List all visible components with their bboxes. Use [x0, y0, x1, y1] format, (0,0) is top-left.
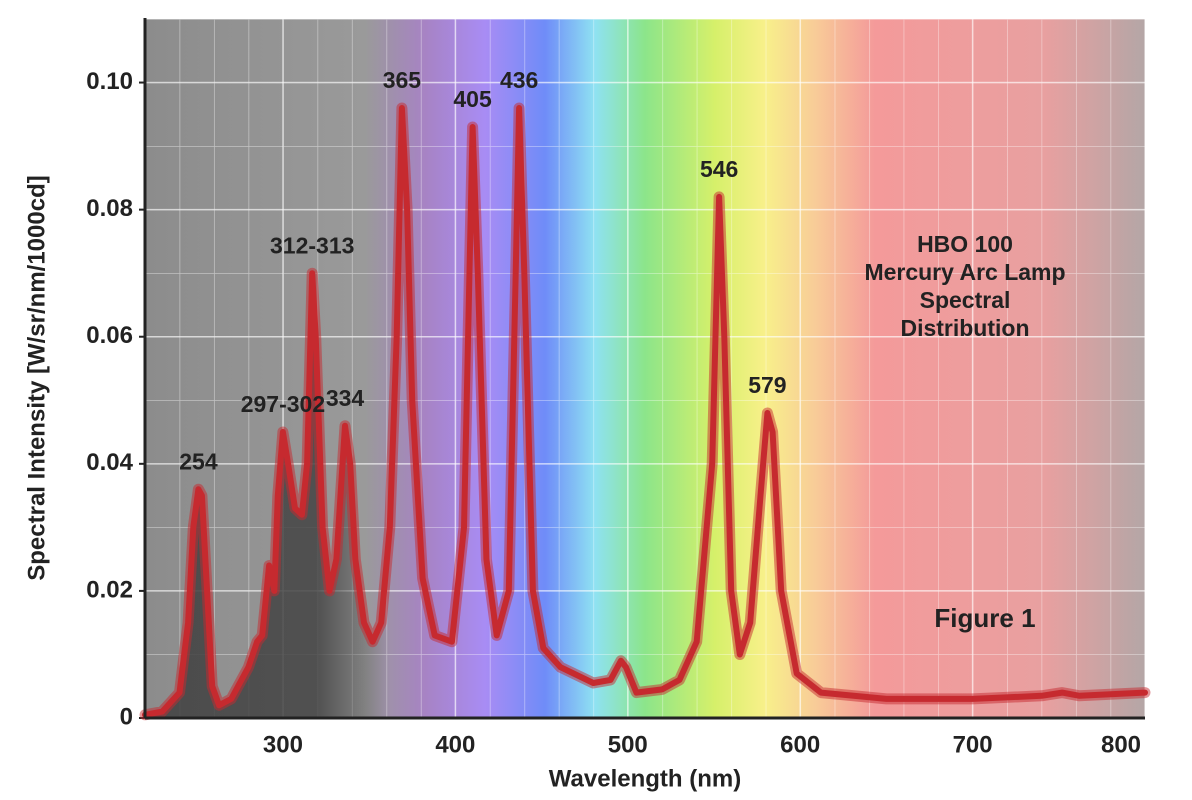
note-line: HBO 100 — [917, 231, 1013, 257]
x-tick-label: 500 — [608, 731, 648, 758]
peak-label: 405 — [453, 86, 492, 112]
note-line: Mercury Arc Lamp — [864, 259, 1065, 285]
peak-label: 579 — [748, 372, 786, 398]
line — [142, 105, 1148, 718]
x-tick-label: 300 — [263, 731, 303, 758]
x-tick-label: 400 — [435, 731, 475, 758]
peak-label: 297-302 — [241, 391, 325, 417]
x-tick-label: 800 — [1101, 731, 1141, 758]
y-tick-label: 0.02 — [86, 576, 133, 603]
x-axis-label: Wavelength (nm) — [549, 765, 741, 792]
peak-label: 254 — [179, 448, 218, 474]
y-tick-label: 0.06 — [86, 322, 133, 349]
peak-label: 312-313 — [270, 232, 354, 258]
y-axis-label: Spectral Intensity [W/sr/nm/1000cd] — [23, 175, 50, 580]
x-tick-label: 700 — [953, 731, 993, 758]
x-tick-label: 600 — [780, 731, 820, 758]
y-tick-label: 0.10 — [86, 68, 133, 95]
peak-label: 436 — [500, 67, 538, 93]
area — [145, 108, 1145, 718]
y-tick-label: 0.04 — [86, 449, 133, 476]
y-tick-label: 0 — [120, 703, 133, 730]
peak-label: 334 — [326, 385, 365, 411]
note-line: Distribution — [900, 315, 1029, 341]
peak-label: 365 — [383, 67, 422, 93]
peak-label: 546 — [700, 156, 738, 182]
y-tick-label: 0.08 — [86, 195, 133, 222]
figure-label: Figure 1 — [934, 603, 1035, 633]
note-line: Spectral — [920, 287, 1011, 313]
